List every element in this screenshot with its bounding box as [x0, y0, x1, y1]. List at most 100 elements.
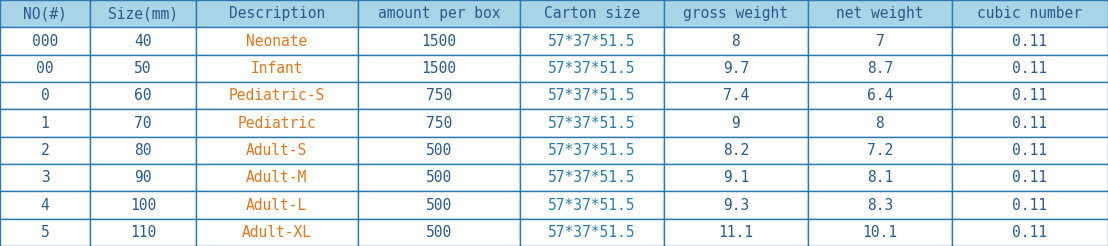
Bar — [808, 219, 952, 246]
Text: Adult-L: Adult-L — [246, 198, 307, 213]
Text: 0.11: 0.11 — [1013, 198, 1047, 213]
Text: Pediatric: Pediatric — [237, 116, 316, 130]
Bar — [196, 27, 358, 55]
Bar — [520, 82, 664, 109]
Text: 500: 500 — [425, 225, 452, 240]
Bar — [952, 0, 1108, 27]
Bar — [196, 191, 358, 219]
Text: Adult-S: Adult-S — [246, 143, 307, 158]
Text: 57*37*51.5: 57*37*51.5 — [548, 88, 636, 103]
Bar — [952, 82, 1108, 109]
Text: 70: 70 — [134, 116, 152, 130]
Text: 750: 750 — [425, 88, 452, 103]
Text: Pediatric-S: Pediatric-S — [228, 88, 325, 103]
Text: NO(#): NO(#) — [23, 6, 66, 21]
Text: 9.7: 9.7 — [722, 61, 749, 76]
Bar — [808, 191, 952, 219]
Text: 80: 80 — [134, 143, 152, 158]
Text: 3: 3 — [41, 170, 50, 185]
Bar — [952, 27, 1108, 55]
Text: 750: 750 — [425, 116, 452, 130]
Bar — [664, 164, 808, 191]
Text: 0.11: 0.11 — [1013, 170, 1047, 185]
Bar — [358, 137, 520, 164]
Bar — [520, 0, 664, 27]
Text: 57*37*51.5: 57*37*51.5 — [548, 143, 636, 158]
Bar — [90, 82, 196, 109]
Bar — [808, 55, 952, 82]
Bar — [196, 55, 358, 82]
Text: 2: 2 — [41, 143, 50, 158]
Bar — [808, 109, 952, 137]
Bar — [358, 27, 520, 55]
Text: Neonate: Neonate — [246, 33, 307, 48]
Bar — [196, 0, 358, 27]
Text: Carton size: Carton size — [544, 6, 640, 21]
Bar — [664, 191, 808, 219]
Bar — [90, 0, 196, 27]
Text: 8: 8 — [731, 33, 740, 48]
Text: 4: 4 — [41, 198, 50, 213]
Bar — [664, 27, 808, 55]
Bar — [90, 191, 196, 219]
Bar — [664, 137, 808, 164]
Text: 500: 500 — [425, 170, 452, 185]
Text: 5: 5 — [41, 225, 50, 240]
Text: 57*37*51.5: 57*37*51.5 — [548, 33, 636, 48]
Text: 0.11: 0.11 — [1013, 116, 1047, 130]
Text: 8.7: 8.7 — [866, 61, 893, 76]
Bar — [196, 137, 358, 164]
Text: 6.4: 6.4 — [866, 88, 893, 103]
Bar — [358, 0, 520, 27]
Bar — [0, 164, 90, 191]
Bar — [952, 191, 1108, 219]
Text: 10.1: 10.1 — [862, 225, 897, 240]
Text: Size(mm): Size(mm) — [107, 6, 178, 21]
Bar — [0, 55, 90, 82]
Bar — [90, 137, 196, 164]
Text: 8.1: 8.1 — [866, 170, 893, 185]
Bar — [90, 55, 196, 82]
Text: 7.2: 7.2 — [866, 143, 893, 158]
Bar — [664, 55, 808, 82]
Bar — [952, 137, 1108, 164]
Bar — [520, 109, 664, 137]
Text: 11.1: 11.1 — [718, 225, 753, 240]
Bar — [520, 55, 664, 82]
Bar — [196, 109, 358, 137]
Bar — [358, 82, 520, 109]
Text: 100: 100 — [130, 198, 156, 213]
Text: 90: 90 — [134, 170, 152, 185]
Text: cubic number: cubic number — [977, 6, 1083, 21]
Text: 9.1: 9.1 — [722, 170, 749, 185]
Bar — [0, 137, 90, 164]
Text: 1500: 1500 — [421, 61, 456, 76]
Bar — [358, 109, 520, 137]
Text: 0.11: 0.11 — [1013, 225, 1047, 240]
Text: net weight: net weight — [837, 6, 924, 21]
Text: 50: 50 — [134, 61, 152, 76]
Text: 57*37*51.5: 57*37*51.5 — [548, 225, 636, 240]
Text: Description: Description — [228, 6, 325, 21]
Text: 7.4: 7.4 — [722, 88, 749, 103]
Text: 8.3: 8.3 — [866, 198, 893, 213]
Bar — [520, 164, 664, 191]
Text: 9: 9 — [731, 116, 740, 130]
Text: 8: 8 — [875, 116, 884, 130]
Text: Adult-M: Adult-M — [246, 170, 307, 185]
Bar — [358, 219, 520, 246]
Bar — [808, 164, 952, 191]
Bar — [808, 0, 952, 27]
Text: 57*37*51.5: 57*37*51.5 — [548, 61, 636, 76]
Text: 9.3: 9.3 — [722, 198, 749, 213]
Text: 8.2: 8.2 — [722, 143, 749, 158]
Bar — [90, 109, 196, 137]
Bar — [520, 137, 664, 164]
Text: 1: 1 — [41, 116, 50, 130]
Bar — [0, 0, 90, 27]
Text: 00: 00 — [37, 61, 54, 76]
Bar — [0, 109, 90, 137]
Text: 40: 40 — [134, 33, 152, 48]
Text: 500: 500 — [425, 198, 452, 213]
Bar — [0, 219, 90, 246]
